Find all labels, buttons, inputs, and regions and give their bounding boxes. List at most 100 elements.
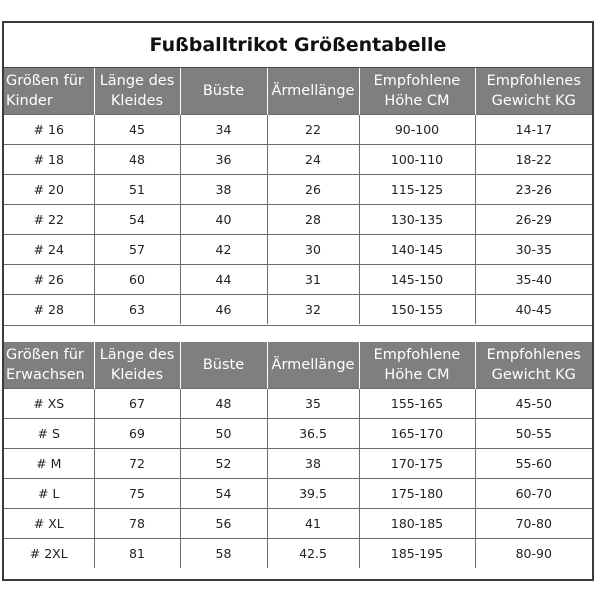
size-cell: # 18 — [4, 144, 95, 175]
column-header: Größen für Erwachsen — [4, 342, 95, 389]
value-cell: 100-110 — [358, 144, 476, 175]
size-cell: # S — [4, 418, 95, 449]
value-cell: 150-155 — [358, 294, 476, 324]
adults-header-row: Größen für Erwachsen Länge des Kleides Büs… — [4, 342, 592, 389]
value-cell: 31 — [266, 264, 360, 295]
table-row: # 18 48 36 24 100-110 18-22 — [4, 144, 592, 175]
column-header: Ärmellänge — [266, 68, 360, 115]
value-cell: 38 — [266, 448, 360, 479]
table-separator — [4, 325, 592, 343]
value-cell: 42.5 — [266, 538, 360, 568]
size-cell: # 20 — [4, 174, 95, 205]
adults-size-table: Größen für Erwachsen Länge des Kleides Büs… — [4, 342, 592, 568]
value-cell: 115-125 — [358, 174, 476, 205]
table-row: # 20 51 38 26 115-125 23-26 — [4, 174, 592, 205]
value-cell: 24 — [266, 144, 360, 175]
column-header: Büste — [179, 342, 268, 389]
table-row: # 16 45 34 22 90-100 14-17 — [4, 114, 592, 145]
value-cell: 69 — [93, 418, 181, 449]
value-cell: 38 — [179, 174, 268, 205]
table-row: # 22 54 40 28 130-135 26-29 — [4, 204, 592, 235]
size-cell: # 22 — [4, 204, 95, 235]
value-cell: 30 — [266, 234, 360, 265]
value-cell: 22 — [266, 114, 360, 145]
table-row: # S 69 50 36.5 165-170 50-55 — [4, 418, 592, 449]
size-cell: # 28 — [4, 294, 95, 324]
table-row: # 28 63 46 32 150-155 40-45 — [4, 294, 592, 324]
size-cell: # L — [4, 478, 95, 509]
size-cell: # XL — [4, 508, 95, 539]
table-row: # M 72 52 38 170-175 55-60 — [4, 448, 592, 479]
value-cell: 26 — [266, 174, 360, 205]
column-header: Länge des Kleides — [93, 342, 181, 389]
adults-table-body: # XS 67 48 35 155-165 45-50 # S 69 50 36.5 165-170… — [4, 388, 592, 568]
table-row: # XL 78 56 41 180-185 70-80 — [4, 508, 592, 539]
column-header: Länge des Kleides — [93, 68, 181, 115]
value-cell: 60-70 — [474, 478, 592, 509]
value-cell: 23-26 — [474, 174, 592, 205]
kids-header-row: Größen für Kinder Länge des Kleides Büste Ä… — [4, 68, 592, 115]
table-row: # L 75 54 39.5 175-180 60-70 — [4, 478, 592, 509]
column-header: Büste — [179, 68, 268, 115]
value-cell: 78 — [93, 508, 181, 539]
column-header: Empfohlenes Gewicht KG — [474, 68, 592, 115]
value-cell: 54 — [179, 478, 268, 509]
table-row: # XS 67 48 35 155-165 45-50 — [4, 388, 592, 419]
kids-table-body: # 16 45 34 22 90-100 14-17 # 18 48 36 24 100-110 18… — [4, 114, 592, 324]
value-cell: 185-195 — [358, 538, 476, 568]
value-cell: 14-17 — [474, 114, 592, 145]
value-cell: 81 — [93, 538, 181, 568]
value-cell: 75 — [93, 478, 181, 509]
value-cell: 60 — [93, 264, 181, 295]
table-row: # 26 60 44 31 145-150 35-40 — [4, 264, 592, 295]
table-row: # 24 57 42 30 140-145 30-35 — [4, 234, 592, 265]
value-cell: 36.5 — [266, 418, 360, 449]
value-cell: 175-180 — [358, 478, 476, 509]
value-cell: 55-60 — [474, 448, 592, 479]
size-cell: # M — [4, 448, 95, 479]
value-cell: 56 — [179, 508, 268, 539]
value-cell: 26-29 — [474, 204, 592, 235]
value-cell: 140-145 — [358, 234, 476, 265]
value-cell: 54 — [93, 204, 181, 235]
value-cell: 130-135 — [358, 204, 476, 235]
value-cell: 67 — [93, 388, 181, 419]
value-cell: 50 — [179, 418, 268, 449]
size-cell: # 24 — [4, 234, 95, 265]
column-header: Empfohlene Höhe CM — [358, 342, 476, 389]
value-cell: 40 — [179, 204, 268, 235]
table-row: # 2XL 81 58 42.5 185-195 80-90 — [4, 538, 592, 568]
value-cell: 28 — [266, 204, 360, 235]
value-cell: 45 — [93, 114, 181, 145]
value-cell: 80-90 — [474, 538, 592, 568]
value-cell: 155-165 — [358, 388, 476, 419]
column-header: Ärmellänge — [266, 342, 360, 389]
value-cell: 44 — [179, 264, 268, 295]
value-cell: 165-170 — [358, 418, 476, 449]
size-cell: # 2XL — [4, 538, 95, 568]
column-header: Empfohlenes Gewicht KG — [474, 342, 592, 389]
value-cell: 58 — [179, 538, 268, 568]
kids-size-table: Größen für Kinder Länge des Kleides Büste Ä… — [4, 68, 592, 324]
value-cell: 50-55 — [474, 418, 592, 449]
value-cell: 36 — [179, 144, 268, 175]
value-cell: 90-100 — [358, 114, 476, 145]
size-chart: Fußballtrikot Größentabelle Größen für K… — [2, 21, 594, 581]
value-cell: 63 — [93, 294, 181, 324]
value-cell: 35-40 — [474, 264, 592, 295]
value-cell: 35 — [266, 388, 360, 419]
size-cell: # XS — [4, 388, 95, 419]
value-cell: 46 — [179, 294, 268, 324]
chart-title: Fußballtrikot Größentabelle — [4, 23, 592, 68]
value-cell: 32 — [266, 294, 360, 324]
value-cell: 48 — [93, 144, 181, 175]
value-cell: 180-185 — [358, 508, 476, 539]
value-cell: 40-45 — [474, 294, 592, 324]
value-cell: 45-50 — [474, 388, 592, 419]
value-cell: 39.5 — [266, 478, 360, 509]
value-cell: 42 — [179, 234, 268, 265]
column-header: Größen für Kinder — [4, 68, 95, 115]
column-header: Empfohlene Höhe CM — [358, 68, 476, 115]
size-cell: # 26 — [4, 264, 95, 295]
value-cell: 51 — [93, 174, 181, 205]
